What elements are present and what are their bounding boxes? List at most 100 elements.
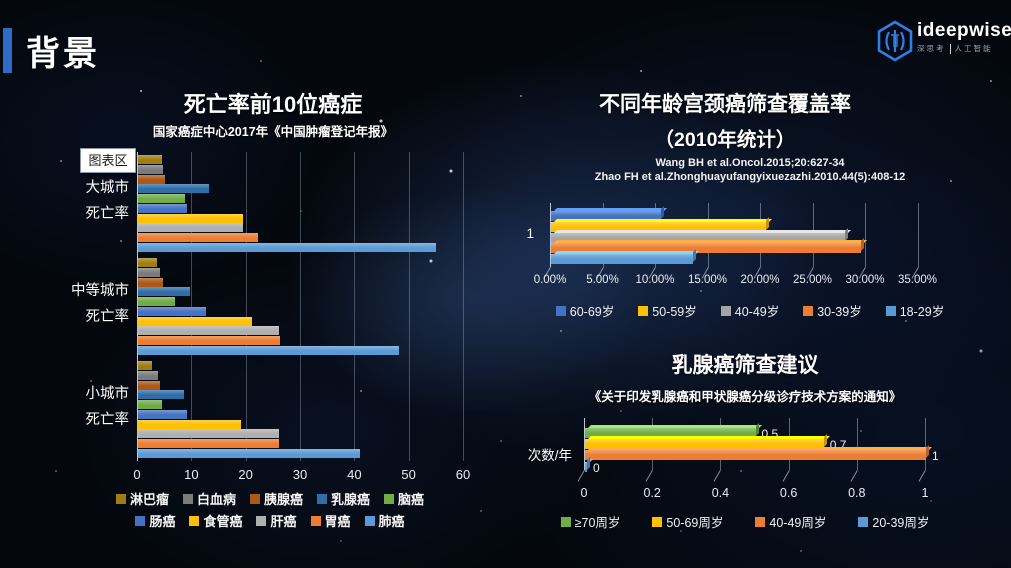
bar-肺癌[interactable] [138,346,400,356]
legend-swatch [256,515,267,526]
bar-50-69周岁[interactable] [585,439,824,450]
logo-hexagon-icon [876,20,914,67]
bar-白血病[interactable] [138,370,159,380]
page-title: 背景 [26,35,100,73]
bar-脑癌[interactable] [138,400,162,410]
bar-淋巴瘤[interactable] [138,361,153,370]
bar-end-face [587,456,590,470]
bar-乳腺癌[interactable] [138,287,191,297]
category-label: 次数/年 [527,448,572,463]
bar-肝癌[interactable] [138,429,280,439]
mortality-chart-plot[interactable]: 0 10 20 30 40 50 60 大城市 死亡率 中等城市 死亡率 小城市 死亡率 [71,151,472,496]
legend-item-脑癌: 脑癌 [384,489,424,508]
legend-label: 淋巴瘤 [129,492,169,507]
bar-食管癌[interactable] [138,316,252,326]
bar-乳腺癌[interactable] [138,390,185,400]
bar-白血病[interactable] [138,164,163,174]
legend-label: 50-59岁 [652,305,697,319]
legend-label: 40-49岁 [734,305,780,319]
bar-脑癌[interactable] [138,194,185,204]
logo-tagline-divider [949,43,951,54]
legend-swatch [560,516,571,527]
legend-label: 50-69周岁 [666,516,724,530]
bar-胃癌[interactable] [138,439,279,449]
gridline [191,152,193,461]
bar-肝癌[interactable] [138,223,244,233]
legend-swatch [638,305,649,316]
bar-end-face [755,423,759,436]
legend-label: 乳腺癌 [331,492,371,507]
bar-end-face [845,227,848,241]
bar-食管癌[interactable] [138,419,242,429]
gridline [463,152,464,461]
bar-肺癌[interactable] [138,449,361,459]
bar-end-face [860,238,864,252]
logo-tagline: 深思考 人工智能 [917,43,1011,54]
x-axis-tick-label: 40 [347,467,362,482]
legend-label: 胃癌 [324,514,351,529]
x-axis-tick-label: 60 [455,467,471,482]
gridline [354,152,356,461]
bar-肝癌[interactable] [138,326,280,336]
bar-肠癌[interactable] [138,409,187,419]
legend-item-淋巴瘤: 淋巴瘤 [115,489,169,508]
bar-肠癌[interactable] [138,306,207,316]
legend-swatch [182,493,193,504]
starfield-background [0,0,2,2]
category-label: 1 [526,226,534,241]
logo-tagline-right: 人工智能 [954,44,993,53]
gridline [408,152,410,461]
bar-40-49岁[interactable] [551,232,845,243]
bar-脑癌[interactable] [138,297,176,307]
bar-肠癌[interactable] [138,203,188,213]
bar-40-49周岁[interactable] [585,450,926,461]
bar-≥70周岁[interactable] [585,428,756,438]
bar-60-69岁[interactable] [551,211,662,221]
legend-label: 肠癌 [149,514,176,529]
bar-30-39岁[interactable] [551,243,861,254]
bar-淋巴瘤[interactable] [138,258,158,267]
bar-食管癌[interactable] [138,213,243,223]
legend-item-食管癌: 食管癌 [189,511,242,530]
legend-item-肠癌: 肠癌 [135,511,175,530]
mortality-chart-subtitle: 国家癌症中心2017年《中国肿瘤登记年报》 [152,125,394,139]
bar-白血病[interactable] [138,267,160,277]
x-axis-tick-label: 0.4 [711,486,730,500]
bar-乳腺癌[interactable] [138,184,209,194]
cervical-chart-legend: 60-69岁 50-59岁 40-49岁 30-39岁 18-29岁 [540,301,960,320]
legend-item-60-69岁: 60-69岁 [555,301,614,320]
bar-肺癌[interactable] [138,243,436,253]
bar-胰腺癌[interactable] [138,174,165,184]
bar-淋巴瘤[interactable] [138,155,162,164]
bar-胰腺癌[interactable] [138,277,163,287]
mortality-chart-title: 死亡率前10位癌症 [183,92,363,117]
bar-胃癌[interactable] [138,233,258,243]
legend-item-30-39岁: 30-39岁 [803,301,862,320]
x-axis-tick-label: 30.00% [845,274,885,286]
breast-chart-title: 乳腺癌筛查建议 [671,354,819,377]
logo-tagline-left: 深思考 [917,44,946,53]
x-axis-tick-label: 0 [580,486,588,500]
legend-item-胃癌: 胃癌 [310,511,351,530]
legend-item-50-59岁: 50-59岁 [638,301,697,320]
bar-20-39周岁[interactable] [585,461,587,472]
legend-swatch [885,305,896,316]
legend-label: 肺癌 [378,514,405,529]
legend-item-40-49周岁: 40-49周岁 [755,512,826,531]
legend-item-胰腺癌: 胰腺癌 [249,489,303,508]
bar-胰腺癌[interactable] [138,380,160,390]
gridline [917,203,919,267]
bar-胃癌[interactable] [138,336,281,346]
legend-item-肺癌: 肺癌 [364,511,405,530]
x-axis-tick-label: 0.8 [848,486,866,500]
legend-label: ≥70周岁 [574,516,621,530]
x-axis-tick-label: 50 [401,467,416,482]
bar-50-59岁[interactable] [551,221,767,232]
breast-chart-plot[interactable]: 0 0.2 0.4 0.6 0.8 1 0.5 0.7 1 0 次数/年 [528,415,954,515]
cervical-chart-plot[interactable]: 0.00% 5.00% 10.00% 15.00% 20.00% 25.00% 30.00%… [526,200,950,300]
logo-text: ideepwise 深思考 人工智能 [917,20,1011,54]
legend-item-白血病: 白血病 [182,489,236,508]
bar-18-29岁[interactable] [551,254,693,265]
legend-swatch [858,516,869,527]
